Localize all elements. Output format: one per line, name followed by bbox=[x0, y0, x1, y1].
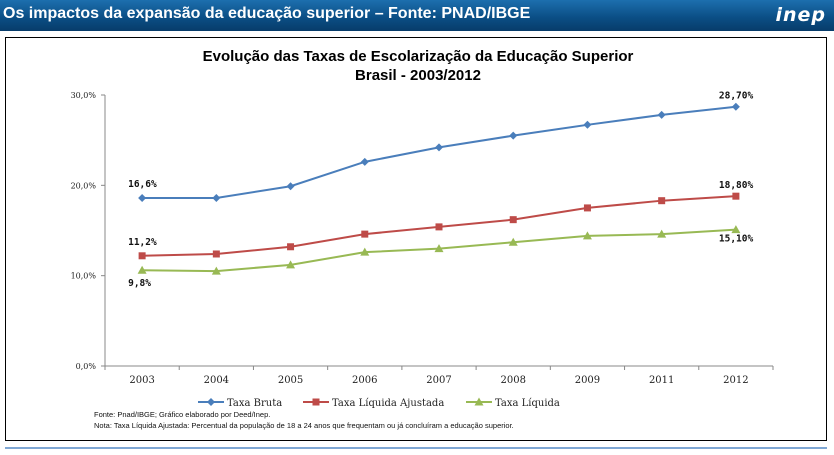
data-point-taxa-liquida bbox=[731, 225, 741, 234]
line-chart: Evolução das Taxas de Escolarização da E… bbox=[71, 48, 774, 409]
data-label-last-taxa-liquida: 15,10% bbox=[719, 234, 754, 245]
header-title: Os impactos da expansão da educação supe… bbox=[3, 5, 531, 22]
data-point-taxa-bruta bbox=[286, 182, 295, 191]
x-tick-label: 2011 bbox=[649, 375, 674, 386]
chart-frame: Evolução das Taxas de Escolarização da E… bbox=[5, 37, 827, 441]
data-point-taxa-bruta bbox=[583, 120, 592, 129]
data-point-taxa-liquida bbox=[137, 265, 147, 274]
axes: 0,0% 10,0% 20,0% 30,0% 2003 2004 2005 2006 2007 2… bbox=[71, 91, 774, 386]
data-label-first-taxa-liquida-ajustada: 11,2% bbox=[128, 237, 157, 248]
data-point-taxa-liquida-ajustada bbox=[287, 243, 295, 251]
data-point-taxa-liquida-ajustada bbox=[509, 216, 517, 224]
data-label-last-taxa-liquida-ajustada: 18,80% bbox=[719, 180, 754, 191]
legend-label-taxa-bruta: Taxa Bruta bbox=[227, 398, 282, 409]
x-tick-label: 2006 bbox=[352, 375, 377, 386]
data-label-last-taxa-bruta: 28,70% bbox=[719, 91, 754, 102]
x-tick-label: 2003 bbox=[129, 375, 154, 386]
y-tick-label: 0,0% bbox=[76, 362, 97, 371]
footer-divider bbox=[5, 447, 827, 449]
y-tick-label: 30,0% bbox=[71, 91, 97, 100]
y-tick-label: 10,0% bbox=[71, 272, 97, 281]
x-tick-label: 2004 bbox=[204, 375, 229, 386]
data-point-taxa-liquida bbox=[582, 231, 592, 240]
x-tick-label: 2008 bbox=[500, 375, 525, 386]
chart-subtitle: Brasil - 2003/2012 bbox=[355, 67, 481, 84]
data-point-taxa-liquida bbox=[211, 266, 221, 275]
y-tick-label: 20,0% bbox=[71, 181, 97, 190]
legend-marker-taxa-liquida bbox=[474, 397, 484, 406]
data-point-taxa-liquida bbox=[657, 229, 667, 238]
data-point-taxa-liquida-ajustada bbox=[138, 252, 146, 260]
data-label-first-taxa-bruta: 16,6% bbox=[128, 179, 157, 190]
source-note: Fonte: Pnad/IBGE; Gráfico elaborado por … bbox=[94, 410, 271, 419]
data-point-taxa-liquida-ajustada bbox=[658, 197, 666, 205]
data-label-first-taxa-liquida: 9,8% bbox=[128, 278, 151, 289]
chart-title: Evolução das Taxas de Escolarização da E… bbox=[203, 48, 634, 65]
data-point-taxa-liquida bbox=[508, 237, 518, 246]
data-point-taxa-liquida-ajustada bbox=[583, 204, 591, 212]
legend-label-taxa-liquida: Taxa Líquida bbox=[495, 398, 560, 409]
data-point-taxa-liquida-ajustada bbox=[732, 192, 740, 200]
x-tick-label: 2012 bbox=[723, 375, 748, 386]
data-point-taxa-bruta bbox=[657, 110, 666, 119]
legend: Taxa Bruta Taxa Líquida Ajustada Taxa Líqu… bbox=[198, 397, 560, 409]
legend-label-taxa-liquida-ajustada: Taxa Líquida Ajustada bbox=[332, 398, 444, 409]
series-layer: 16,6% 28,70% 11,2% 18,80% 9,8% 15,10% bbox=[128, 91, 753, 290]
data-point-taxa-bruta bbox=[509, 131, 518, 140]
inep-logo: inep bbox=[775, 4, 826, 26]
x-tick-label: 2007 bbox=[426, 375, 451, 386]
data-point-taxa-liquida-ajustada bbox=[361, 230, 369, 238]
x-tick-label: 2005 bbox=[278, 375, 303, 386]
data-point-taxa-liquida bbox=[360, 247, 370, 256]
data-point-taxa-bruta bbox=[360, 157, 369, 166]
data-point-taxa-bruta bbox=[138, 193, 147, 202]
x-tick-label: 2009 bbox=[575, 375, 600, 386]
data-point-taxa-bruta bbox=[731, 102, 740, 111]
data-point-taxa-bruta bbox=[435, 143, 443, 152]
data-point-taxa-liquida bbox=[434, 244, 444, 253]
data-point-taxa-liquida-ajustada bbox=[435, 223, 443, 231]
legend-marker-taxa-liquida-ajustada bbox=[312, 398, 320, 406]
definition-note: Nota: Taxa Líquida Ajustada: Percentual … bbox=[94, 421, 514, 430]
legend-marker-taxa-bruta bbox=[207, 398, 215, 406]
data-point-taxa-liquida-ajustada bbox=[212, 250, 220, 258]
data-point-taxa-bruta bbox=[212, 193, 221, 202]
series-line-taxa-bruta bbox=[142, 105, 736, 199]
header-bar: Os impactos da expansão da educação supe… bbox=[0, 0, 834, 31]
data-point-taxa-liquida bbox=[286, 260, 296, 269]
